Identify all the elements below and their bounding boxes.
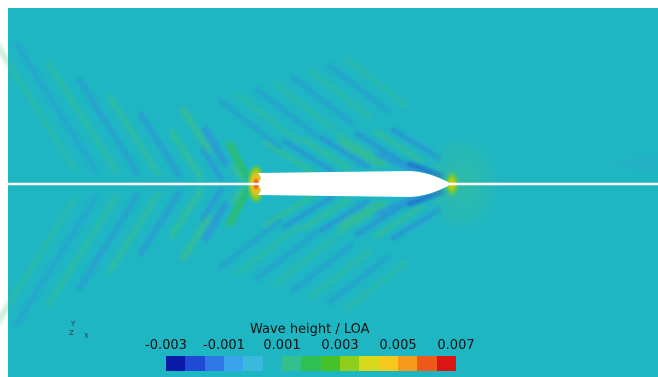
colorbar-segment bbox=[398, 356, 417, 371]
colorbar-segment bbox=[243, 356, 262, 371]
colorbar-segment bbox=[166, 356, 185, 371]
colorbar-tick-label: -0.001 bbox=[203, 338, 245, 353]
colorbar-segment bbox=[359, 356, 378, 371]
axis-y-label: Y bbox=[71, 320, 75, 328]
colorbar-segment bbox=[263, 356, 282, 371]
axis-triad: Y Z X bbox=[68, 320, 96, 348]
colorbar-segment bbox=[340, 356, 359, 371]
colorbar-segment bbox=[224, 356, 243, 371]
colorbar-segment bbox=[437, 356, 456, 371]
colorbar-segment bbox=[282, 356, 301, 371]
ship-hull bbox=[258, 171, 452, 197]
colorbar-segment bbox=[185, 356, 204, 371]
colorbar-tick-label: 0.001 bbox=[263, 338, 300, 353]
colorbar-tick-label: 0.007 bbox=[437, 338, 474, 353]
colorbar-segment bbox=[301, 356, 320, 371]
colorbar-tick-label: 0.003 bbox=[321, 338, 358, 353]
colorbar-tick-label: -0.003 bbox=[145, 338, 187, 353]
colorbar bbox=[166, 356, 456, 371]
colorbar-tick-label: 0.005 bbox=[379, 338, 416, 353]
colorbar-segment bbox=[379, 356, 398, 371]
axis-x-label: X bbox=[84, 332, 89, 340]
colorbar-segment bbox=[417, 356, 436, 371]
colorbar-segment bbox=[321, 356, 340, 371]
colorbar-title: Wave height / LOA bbox=[250, 322, 370, 337]
axis-z-label: Z bbox=[69, 329, 74, 337]
colorbar-segment bbox=[205, 356, 224, 371]
